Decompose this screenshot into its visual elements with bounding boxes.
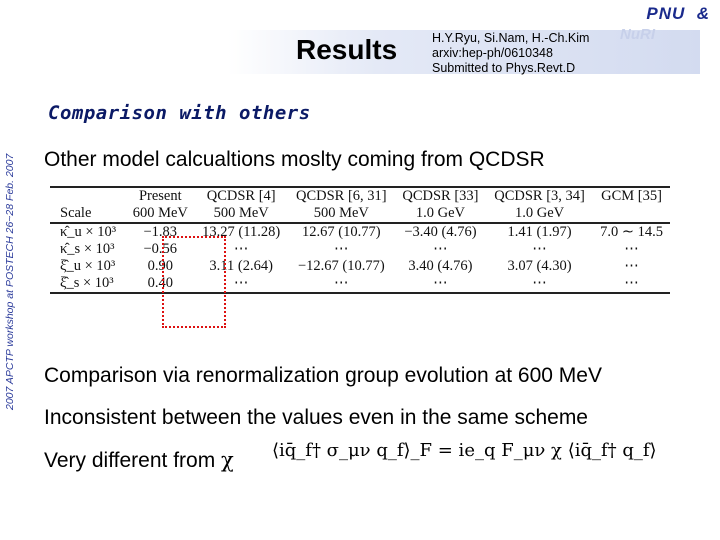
table-cell: ξ̂_s × 10³ (50, 275, 127, 294)
table-cell: QCDSR [33] (394, 186, 487, 205)
table-cell: ⋯ (233, 241, 249, 257)
chi-symbol: χ (221, 448, 234, 472)
table-cell: −12.67 (10.77) (297, 258, 385, 274)
table-cell: QCDSR [3, 34] (486, 186, 594, 205)
table-row: κ̂_u × 10³ −1.83 13.27 (11.28) 12.67 (10… (50, 223, 670, 241)
table-cell: Scale (50, 205, 127, 224)
table-cell: 1.41 (1.97) (507, 224, 572, 240)
table-cell: κ̂_u × 10³ (60, 224, 117, 240)
table-cell: 500 MeV (194, 205, 288, 224)
table-cell: 600 MeV (126, 205, 195, 224)
table-cell: ⋯ (486, 275, 594, 294)
citation-status: Submitted to Phys.Revt.D (432, 61, 576, 75)
table-cell: 1.0 GeV (394, 205, 487, 224)
table-cell: ⋯ (624, 241, 639, 257)
table-header-row: Scale 600 MeV 500 MeV 500 MeV 1.0 GeV 1.… (50, 205, 670, 224)
table-row: κ̂_s × 10³ −0.56 ⋯ ⋯ ⋯ ⋯ ⋯ (50, 241, 670, 258)
table-cell: 0.90 (147, 258, 173, 274)
formula: ⟨iq̄_f† σ_μν q_f⟩_F = ie_q F_μν χ ⟨iq̄_f… (272, 440, 657, 461)
slide-title: Results (296, 34, 398, 65)
table-cell: Present (126, 186, 195, 205)
table-cell: ⋯ (287, 275, 395, 294)
table-cell: 1.0 GeV (486, 205, 594, 224)
bullet-4: Very different from χ (44, 448, 234, 473)
citation-arxiv: arxiv:hep-ph/0610348 (432, 46, 553, 60)
table-cell: −3.40 (4.76) (404, 224, 477, 240)
table-cell: GCM [35] (593, 186, 670, 205)
table-cell: 0.40 (126, 275, 195, 294)
table-cell: 500 MeV (287, 205, 395, 224)
table-cell: 3.40 (4.76) (408, 258, 473, 274)
bullet-2: Comparison via renormalization group evo… (44, 364, 602, 387)
table-cell: −0.56 (143, 241, 178, 257)
table-cell: 12.67 (10.77) (302, 224, 381, 240)
table-row: ξ̂_s × 10³ 0.40 ⋯ ⋯ ⋯ ⋯ ⋯ (50, 275, 670, 294)
table-cell: κ̂_s × 10³ (60, 241, 115, 257)
citation-authors: H.Y.Ryu, Si.Nam, H.-Ch.Kim (432, 31, 590, 45)
table-cell: ξ̂_u × 10³ (60, 258, 116, 274)
table-cell (593, 205, 670, 224)
table-cell: QCDSR [4] (194, 186, 288, 205)
header-banner (110, 30, 700, 74)
table-cell: ⋯ (394, 275, 487, 294)
table-cell (50, 186, 127, 205)
vertical-footer: 2007 APCTP workshop at POSTECH 26~28 Feb… (4, 153, 16, 410)
pnu-label: PNU & (646, 4, 710, 23)
table-cell: 7.0 ∼ 14.5 (600, 224, 663, 240)
section-heading: Comparison with others (48, 102, 311, 124)
table-cell: ⋯ (334, 241, 349, 257)
table-cell: ⋯ (194, 275, 288, 294)
bullet-3: Inconsistent between the values even in … (44, 406, 588, 429)
table-cell: QCDSR [6, 31] (287, 186, 395, 205)
nuri-logo-text: NuRI (620, 26, 655, 43)
table-header-row: Present QCDSR [4] QCDSR [6, 31] QCDSR [3… (50, 186, 670, 205)
table-cell: ⋯ (593, 275, 670, 294)
table-cell: 3.07 (4.30) (507, 258, 572, 274)
table-cell: ⋯ (532, 241, 547, 257)
table-row: ξ̂_u × 10³ 0.90 3.11 (2.64) −12.67 (10.7… (50, 258, 670, 275)
present-column-highlight (162, 236, 226, 328)
comparison-table: Present QCDSR [4] QCDSR [6, 31] QCDSR [3… (50, 186, 670, 294)
bullet-4-text: Very different from (44, 449, 216, 472)
comparison-table-wrap: Present QCDSR [4] QCDSR [6, 31] QCDSR [3… (50, 186, 670, 328)
citation: H.Y.Ryu, Si.Nam, H.-Ch.Kim arxiv:hep-ph/… (432, 31, 589, 76)
table-cell: ⋯ (433, 241, 448, 257)
table-cell: ⋯ (624, 258, 639, 274)
bullet-1: Other model calcualtions moslty coming f… (44, 148, 545, 171)
